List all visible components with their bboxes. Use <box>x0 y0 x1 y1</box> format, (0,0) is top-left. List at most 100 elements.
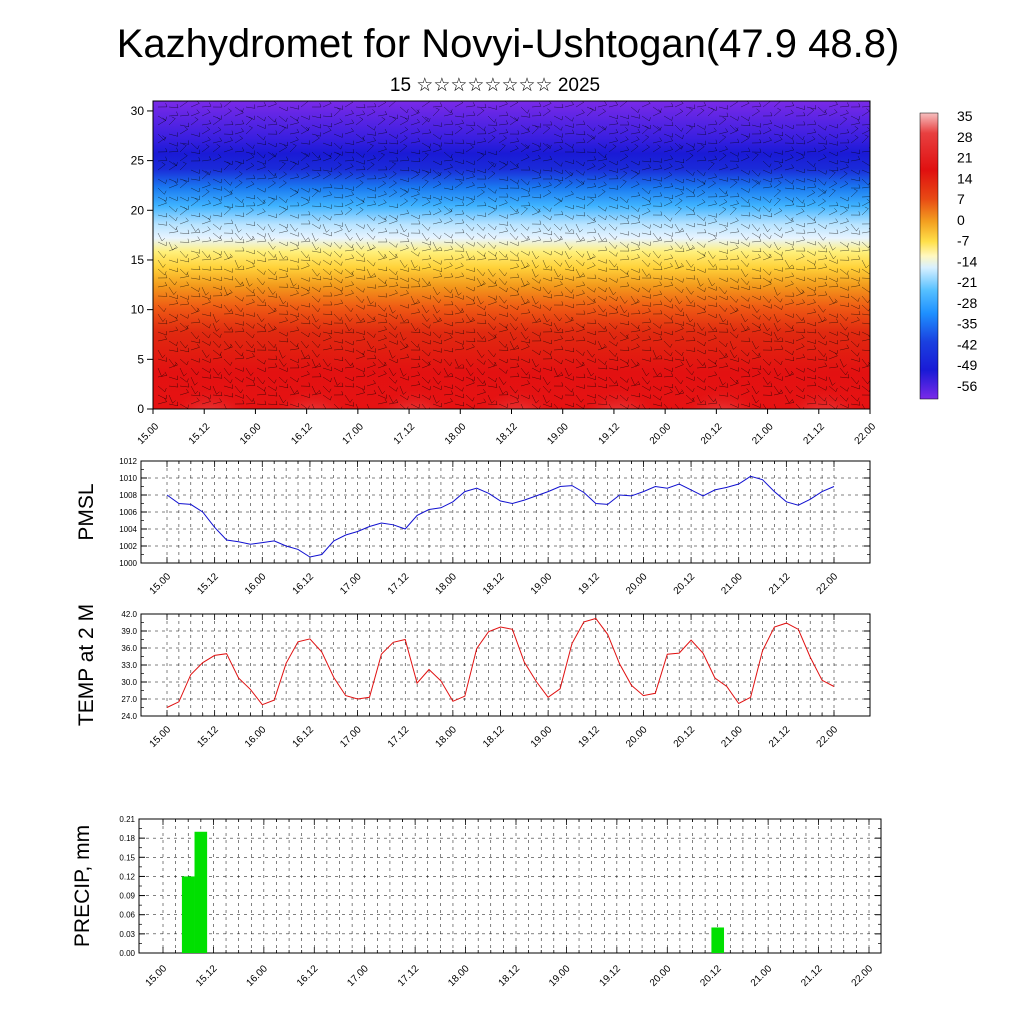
wind-barb <box>421 361 431 369</box>
wind-barb <box>465 223 475 232</box>
wind-barb <box>784 385 793 394</box>
wind-barb <box>201 169 211 176</box>
wind-barb <box>289 364 300 369</box>
wind-barb <box>234 212 245 217</box>
wind-barb <box>411 220 421 225</box>
wind-barb <box>322 167 333 172</box>
wind-barb <box>597 189 606 198</box>
wind-barb <box>707 173 718 180</box>
wind-barb <box>817 106 827 114</box>
wind-barb <box>278 376 288 384</box>
colorbar-label: 0 <box>957 212 965 228</box>
wind-barb <box>179 205 189 210</box>
wind-barb <box>190 187 200 193</box>
wind-barb <box>696 189 706 198</box>
wind-barb <box>289 241 299 247</box>
wind-barb <box>564 241 573 250</box>
wind-barb <box>300 199 310 207</box>
wind-barb <box>619 179 627 189</box>
wind-barb <box>619 385 629 392</box>
wind-barb <box>399 313 407 323</box>
wind-barb <box>355 266 366 271</box>
wind-barb <box>696 385 706 391</box>
wind-barb <box>608 114 618 120</box>
wind-barb <box>696 394 704 404</box>
wind-barb <box>575 223 583 233</box>
wind-barb <box>476 212 487 217</box>
wind-barb <box>509 273 520 279</box>
wind-barb <box>179 238 190 243</box>
wind-barb <box>740 259 750 268</box>
wind-barb <box>388 171 397 180</box>
wind-barb <box>344 119 355 126</box>
wind-barb <box>355 295 365 304</box>
heatmap-x-tick-label: 19.00 <box>545 421 571 447</box>
wind-barb <box>806 250 816 256</box>
wind-barb <box>168 116 176 126</box>
wind-barb <box>740 325 750 333</box>
wind-barb <box>465 394 475 402</box>
y-tick-label: 0.06 <box>119 911 135 920</box>
wind-barb <box>179 229 190 234</box>
wind-barb <box>806 259 816 265</box>
wind-barb <box>454 219 465 225</box>
wind-barb <box>509 394 519 400</box>
wind-barb <box>322 366 332 372</box>
wind-barb <box>234 223 242 233</box>
wind-barb <box>542 266 553 271</box>
wind-barb <box>586 367 595 377</box>
wind-barb <box>839 129 850 135</box>
wind-barb <box>300 237 311 243</box>
wind-barb <box>795 140 806 145</box>
wind-barb <box>289 173 300 180</box>
wind-barb <box>300 163 310 171</box>
wind-barb <box>652 310 663 315</box>
wind-barb <box>608 259 617 268</box>
wind-barb <box>718 241 728 246</box>
wind-barb <box>278 358 287 367</box>
wind-barb <box>575 300 586 306</box>
wind-barb <box>740 154 750 162</box>
wind-barb <box>344 254 355 261</box>
wind-barb <box>157 274 168 279</box>
wind-barb <box>740 372 751 378</box>
wind-barb <box>828 188 836 198</box>
wind-barb <box>685 107 693 117</box>
wind-barb <box>817 376 827 381</box>
wind-barb <box>267 325 277 333</box>
wind-barb <box>300 319 311 325</box>
wind-barb <box>652 281 663 288</box>
wind-barb <box>751 138 762 144</box>
wind-barb <box>619 334 629 342</box>
wind-barb <box>817 385 827 391</box>
wind-barb <box>685 146 696 153</box>
wind-barb <box>806 264 817 270</box>
wind-barb <box>586 394 596 399</box>
wind-barb <box>784 370 794 378</box>
wind-barb <box>344 171 354 180</box>
wind-barb <box>729 307 739 315</box>
wind-barb <box>190 253 200 261</box>
wind-barb <box>773 295 783 303</box>
wind-barb <box>652 202 663 207</box>
wind-barb <box>707 322 716 331</box>
wind-barb <box>696 241 706 248</box>
wind-barb <box>839 385 849 392</box>
wind-barb <box>828 331 838 336</box>
wind-barb <box>168 313 178 319</box>
wind-barb <box>806 160 816 168</box>
wind-barb <box>619 127 629 135</box>
wind-barb <box>773 173 784 180</box>
wind-barb <box>542 294 553 299</box>
wind-barb <box>388 140 399 145</box>
wind-barb <box>707 313 717 319</box>
wind-barb <box>487 205 497 210</box>
wind-barb <box>586 295 596 303</box>
wind-barb <box>256 358 266 365</box>
wind-barb <box>729 394 739 400</box>
wind-barb <box>806 214 816 221</box>
wind-barb <box>795 151 805 156</box>
wind-barb <box>575 180 585 189</box>
wind-barb <box>531 142 541 147</box>
